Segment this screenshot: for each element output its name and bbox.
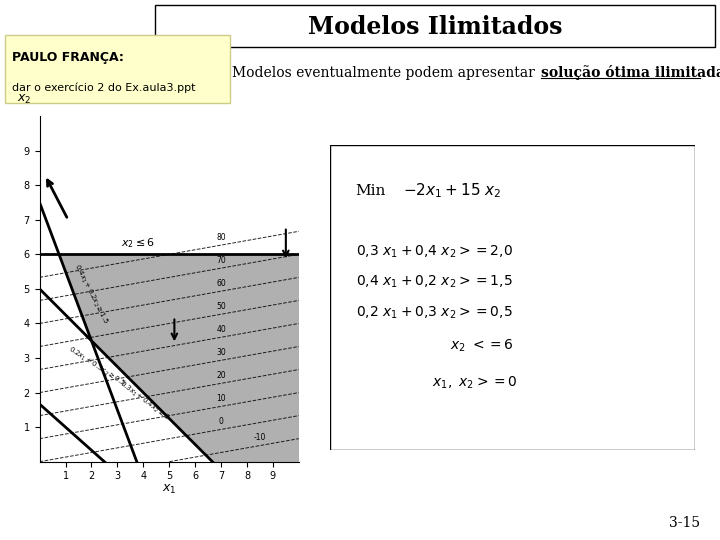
- Text: $0.4x_1+0.2x_2\geq 1.5$: $0.4x_1+0.2x_2\geq 1.5$: [71, 263, 110, 327]
- Text: $x_2 \leq 6$: $x_2 \leq 6$: [121, 235, 155, 249]
- X-axis label: $x_1$: $x_1$: [162, 483, 176, 496]
- Text: dar o exercício 2 do Ex.aula3.ppt: dar o exercício 2 do Ex.aula3.ppt: [12, 83, 196, 93]
- Text: $-2x_1 + 15\ x_2$: $-2x_1 + 15\ x_2$: [403, 181, 502, 200]
- Bar: [155, 5, 715, 47]
- Text: $0{,}4\ x_1 + 0{,}2\ x_2 >= 1{,}5$: $0{,}4\ x_1 + 0{,}2\ x_2 >= 1{,}5$: [356, 274, 512, 291]
- Text: Min: Min: [356, 184, 386, 198]
- Text: 70: 70: [217, 255, 226, 265]
- Text: Modelos eventualmente podem apresentar: Modelos eventualmente podem apresentar: [232, 66, 539, 80]
- Text: solução ótima ilimitada.: solução ótima ilimitada.: [541, 65, 720, 80]
- Bar: [5, 35, 230, 103]
- Text: PAULO FRANÇA:: PAULO FRANÇA:: [12, 51, 124, 64]
- Text: 40: 40: [217, 325, 226, 334]
- Text: $x_2\ <= 6$: $x_2\ <= 6$: [451, 338, 514, 354]
- Text: 80: 80: [217, 233, 226, 241]
- Text: 50: 50: [217, 302, 226, 310]
- Text: 0: 0: [219, 417, 224, 426]
- Text: $0{,}2\ x_1 + 0{,}3\ x_2 >= 0{,}5$: $0{,}2\ x_1 + 0{,}3\ x_2 >= 0{,}5$: [356, 305, 512, 321]
- Text: $0{,}3\ x_1 + 0{,}4\ x_2 >= 2{,}0$: $0{,}3\ x_1 + 0{,}4\ x_2 >= 2{,}0$: [356, 244, 513, 260]
- Text: 20: 20: [217, 371, 226, 380]
- Text: $0.2x_1+0.3x_2\geq 0.5$: $0.2x_1+0.3x_2\geq 0.5$: [66, 344, 127, 389]
- Y-axis label: $x_2$: $x_2$: [17, 93, 31, 106]
- Text: 10: 10: [217, 394, 226, 403]
- Text: $x_1,\ x_2 >= 0$: $x_1,\ x_2 >= 0$: [432, 375, 518, 391]
- Text: 3-15: 3-15: [669, 516, 700, 530]
- Text: -10: -10: [254, 433, 266, 442]
- Text: Modelos Ilimitados: Modelos Ilimitados: [307, 15, 562, 39]
- Text: 30: 30: [217, 348, 226, 357]
- Text: $0.3x_1+0.4x_2\geq 2$: $0.3x_1+0.4x_2\geq 2$: [117, 379, 171, 423]
- Text: 60: 60: [217, 279, 226, 288]
